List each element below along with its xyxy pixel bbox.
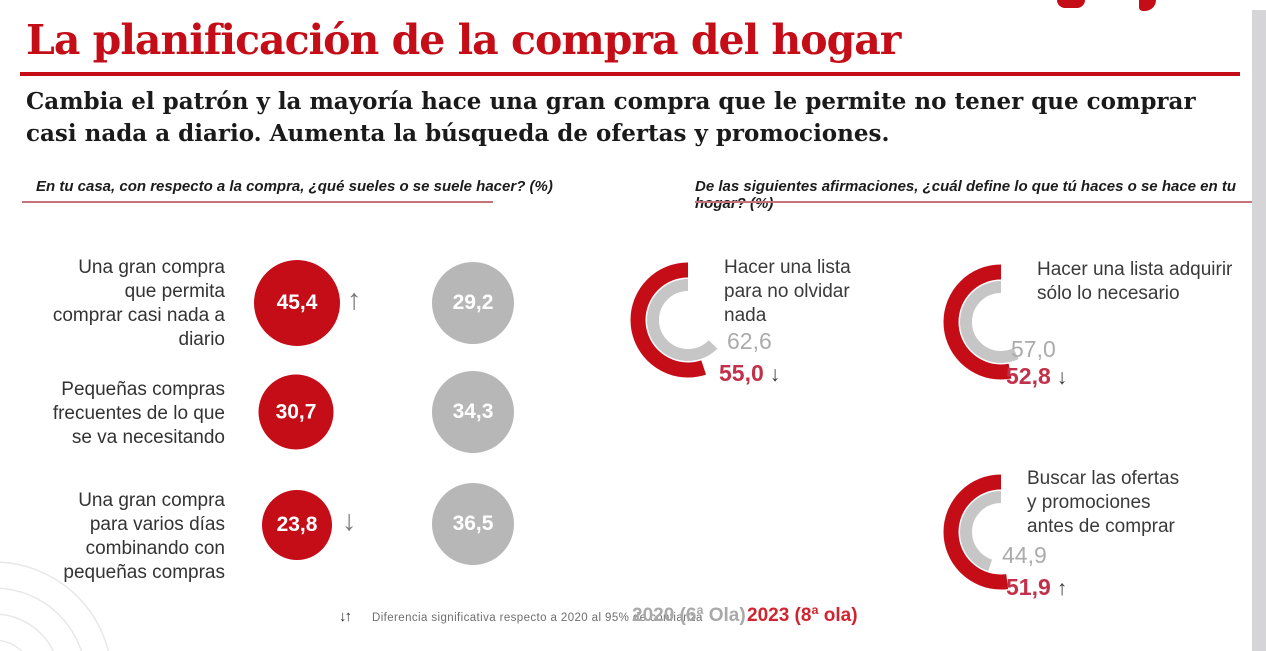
donut-label: Buscar las ofertas y promociones antes d… [1027,468,1180,537]
legend-2023: 2023 (8ª ola) [747,605,858,626]
donut-value-2023: 52,8 ↓ [1006,363,1067,390]
donut-chart [943,474,1059,590]
left-section-question: En tu casa, con respecto a la compra, ¿q… [36,178,553,195]
donut-label: Hacer una lista para no olvidar nada [724,257,851,326]
donut-value-text: 55,0 [719,360,764,386]
right-question-underline [695,201,1252,203]
bubble-value: 30,7 [275,400,317,423]
donut-value-2020: 44,9 [1002,542,1047,568]
bubble-2020: 34,3 [432,371,514,453]
page-title: La planificación de la compra del hogar [26,16,901,64]
bubble-value: 34,3 [452,400,494,423]
donut-chart [943,264,1059,380]
bubble-2020: 29,2 [432,262,514,344]
logo-fragment-icon [1139,0,1156,11]
bubble-2023: 30,7 [258,374,334,450]
donut-label: Hacer una lista adquirir sólo lo necesar… [1037,259,1233,304]
bubble-row-label: Una gran compra para varios días combina… [63,490,225,583]
left-question-underline [22,201,493,203]
donut-chart [630,262,746,378]
donut-value-2023: 55,0 ↓ [719,360,780,387]
bubble-value: 23,8 [276,513,318,536]
bubble-value: 36,5 [452,512,494,535]
subtitle: Cambia el patrón y la mayoría hace una g… [26,88,1196,147]
logo-fragment-icon [1057,0,1085,8]
donut-value-2020: 62,6 [727,328,772,354]
donut-value-text: 52,8 [1006,363,1051,389]
legend-2020: 2020 (6ª Ola) [632,605,746,626]
donut-value-2020: 57,0 [1011,336,1056,362]
up-arrow-icon: ↑ [347,284,362,316]
bubble-2023: 23,8 [262,490,332,560]
bubble-2020: 36,5 [432,483,514,565]
donut-value-text: 51,9 [1006,574,1051,600]
right-gray-strip [1252,10,1266,651]
decorative-arcs [0,561,110,651]
down-arrow-icon: ↓ [1056,366,1068,389]
bubble-row-label: Pequeñas compras frecuentes de lo que se… [52,379,225,448]
bubble-row-label: Una gran compra que permita comprar casi… [52,257,225,350]
up-arrow-icon: ↑ [1056,577,1068,600]
right-section-question: De las siguientes afirmaciones, ¿cuál de… [695,178,1237,212]
bubble-value: 29,2 [452,291,494,314]
down-arrow-icon: ↓ [769,363,781,386]
significance-arrows-icon: ↓↑ [339,608,352,625]
down-arrow-icon: ↓ [342,505,357,537]
bubble-2023: 45,4 [254,260,340,346]
donut-value-2023: 51,9 ↑ [1006,574,1067,601]
title-underline [20,72,1240,76]
bubble-value: 45,4 [276,291,318,314]
significance-note: Diferencia significativa respecto a 2020… [372,612,703,624]
